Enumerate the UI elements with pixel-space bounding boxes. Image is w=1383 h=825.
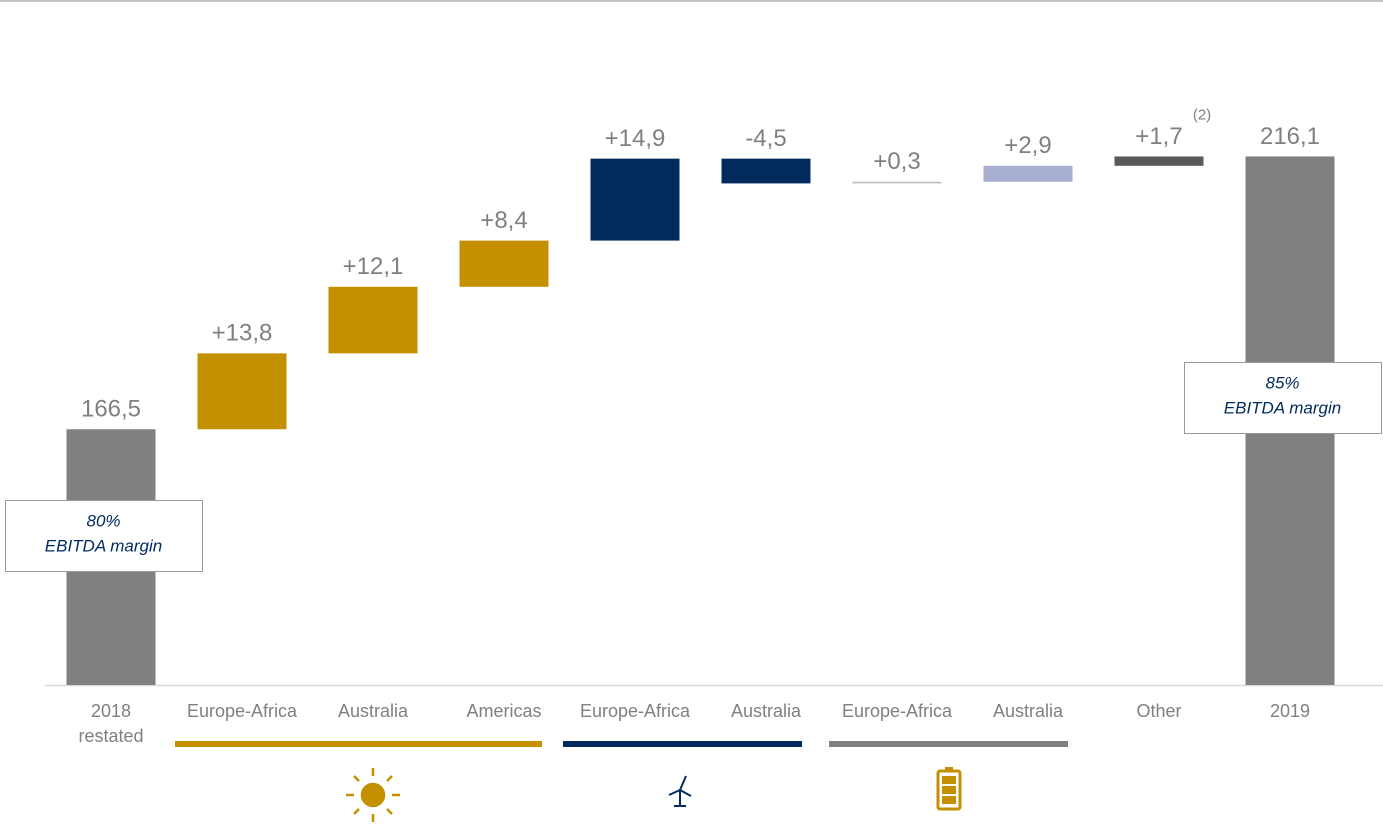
x-tick-label: 2019 bbox=[1270, 701, 1310, 721]
bar bbox=[328, 286, 418, 354]
x-tick-label: Australia bbox=[338, 701, 409, 721]
value-label: +14,9 bbox=[605, 125, 666, 152]
x-tick-label: Other bbox=[1136, 701, 1181, 721]
x-tick-label: Europe-Africa bbox=[187, 701, 298, 721]
value-label: +13,8 bbox=[212, 320, 273, 347]
annotation-text: 80% bbox=[86, 511, 120, 530]
bar bbox=[197, 353, 287, 430]
bar bbox=[852, 181, 942, 184]
x-tick-label: Australia bbox=[993, 701, 1064, 721]
bar bbox=[459, 240, 549, 287]
value-label: +8,4 bbox=[480, 207, 527, 234]
x-tick-label: restated bbox=[78, 726, 143, 746]
x-tick-label: Europe-Africa bbox=[842, 701, 953, 721]
annotation-box bbox=[5, 500, 203, 572]
annotation-text: EBITDA margin bbox=[1224, 398, 1341, 417]
value-label: 166,5 bbox=[81, 396, 141, 423]
battery-icon bbox=[936, 767, 962, 811]
x-tick-label: 2018 bbox=[91, 701, 131, 721]
bar bbox=[590, 158, 680, 241]
value-label: +0,3 bbox=[873, 148, 920, 175]
sun-icon bbox=[346, 768, 400, 822]
annotation-text: 85% bbox=[1265, 373, 1299, 392]
bar bbox=[983, 165, 1073, 182]
x-tick-label: Americas bbox=[466, 701, 541, 721]
value-label: -4,5 bbox=[745, 125, 786, 152]
value-label: +1,7 bbox=[1135, 123, 1182, 150]
value-label: 216,1 bbox=[1260, 123, 1320, 150]
bar bbox=[721, 158, 811, 184]
annotation-text: EBITDA margin bbox=[45, 536, 162, 555]
value-label: +12,1 bbox=[343, 253, 404, 280]
value-label: +2,9 bbox=[1004, 132, 1051, 159]
wind-icon bbox=[668, 775, 692, 807]
x-tick-label: Australia bbox=[731, 701, 802, 721]
bar bbox=[1114, 156, 1204, 166]
x-tick-label: Europe-Africa bbox=[580, 701, 691, 721]
footnote-mark: (2) bbox=[1193, 106, 1211, 123]
annotation-box bbox=[1184, 362, 1382, 434]
